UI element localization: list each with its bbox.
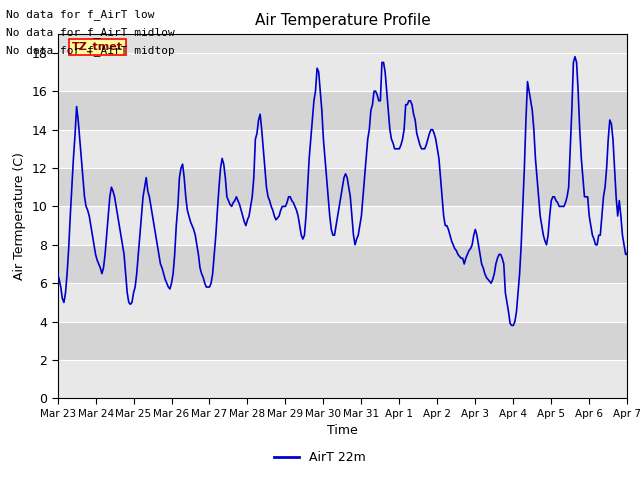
Legend: AirT 22m: AirT 22m: [269, 446, 371, 469]
Bar: [58, 322, 627, 360]
Bar: [58, 91, 627, 130]
Bar: [58, 130, 627, 168]
Text: No data for f_AirT midtop: No data for f_AirT midtop: [6, 45, 175, 56]
Y-axis label: Air Termperature (C): Air Termperature (C): [13, 152, 26, 280]
Bar: [58, 206, 627, 245]
Bar: [58, 168, 627, 206]
Text: No data for f_AirT midlow: No data for f_AirT midlow: [6, 27, 175, 38]
Title: Air Temperature Profile: Air Temperature Profile: [255, 13, 430, 28]
X-axis label: Time: Time: [327, 424, 358, 437]
Bar: [58, 360, 627, 398]
Bar: [58, 283, 627, 322]
Text: TZ_tmet: TZ_tmet: [72, 42, 123, 52]
Bar: [58, 53, 627, 91]
Bar: [58, 245, 627, 283]
Text: No data for f_AirT low: No data for f_AirT low: [6, 9, 155, 20]
